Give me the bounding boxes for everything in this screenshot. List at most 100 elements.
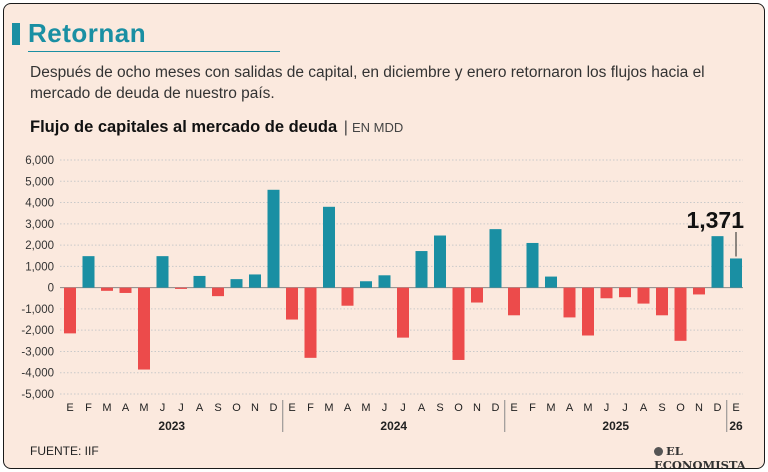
logo-icon bbox=[654, 447, 663, 456]
bar bbox=[415, 251, 428, 288]
bar bbox=[619, 287, 631, 298]
bar bbox=[286, 287, 298, 320]
bar bbox=[175, 287, 187, 289]
bar bbox=[212, 287, 224, 297]
x-tick-label: E bbox=[288, 402, 295, 414]
x-tick-label: D bbox=[270, 402, 278, 414]
page-title: Retornan bbox=[28, 18, 147, 48]
y-tick-label: -2,000 bbox=[21, 325, 54, 337]
bar bbox=[193, 275, 206, 288]
bar bbox=[711, 236, 724, 288]
year-label: 2023 bbox=[158, 419, 185, 433]
bar bbox=[582, 287, 594, 336]
bar bbox=[656, 287, 668, 316]
logo-text: EL ECONOMISTA bbox=[654, 444, 746, 469]
x-tick-label: N bbox=[251, 402, 259, 414]
bar bbox=[378, 275, 391, 288]
bar bbox=[119, 287, 132, 293]
x-tick-label: E bbox=[732, 402, 739, 414]
y-tick-label: 6,000 bbox=[25, 155, 54, 167]
chart-unit-text: EN MDD bbox=[351, 120, 404, 135]
x-tick-label: M bbox=[102, 402, 111, 414]
x-tick-label: F bbox=[307, 402, 314, 414]
bar bbox=[563, 287, 576, 318]
x-tick-label: A bbox=[122, 402, 130, 414]
title-divider bbox=[28, 51, 280, 52]
chart-unit: | EN MDD bbox=[343, 119, 404, 136]
source-note: FUENTE: IIF bbox=[30, 444, 99, 458]
x-tick-label: A bbox=[640, 402, 648, 414]
x-tick-label: J bbox=[622, 402, 628, 414]
bar bbox=[267, 189, 280, 288]
y-tick-label: -4,000 bbox=[21, 368, 54, 380]
bar bbox=[637, 287, 650, 304]
y-tick-label: -5,000 bbox=[21, 389, 54, 401]
bar bbox=[304, 287, 317, 358]
bar bbox=[674, 287, 687, 341]
infographic-frame: Retornan Después de ocho meses con salid… bbox=[3, 3, 765, 469]
x-tick-label: N bbox=[695, 402, 703, 414]
title-accent-bar bbox=[12, 23, 20, 45]
x-tick-label: O bbox=[454, 402, 463, 414]
x-tick-label: M bbox=[583, 402, 592, 414]
bar bbox=[360, 281, 372, 288]
bar bbox=[341, 287, 354, 306]
y-tick-label: 1,000 bbox=[25, 261, 54, 273]
x-tick-label: A bbox=[196, 402, 204, 414]
x-tick-label: J bbox=[382, 402, 388, 414]
x-tick-label: E bbox=[510, 402, 517, 414]
bar bbox=[397, 287, 409, 338]
x-tick-label: J bbox=[604, 402, 610, 414]
bar bbox=[730, 258, 742, 288]
bar bbox=[489, 229, 502, 288]
x-tick-label: F bbox=[85, 402, 92, 414]
bar bbox=[471, 287, 483, 303]
y-tick-label: 5,000 bbox=[25, 176, 54, 188]
y-tick-label: -1,000 bbox=[21, 304, 54, 316]
bar bbox=[452, 287, 465, 360]
bar bbox=[434, 235, 446, 288]
bar bbox=[230, 279, 243, 288]
subtitle: Después de ocho meses con salidas de cap… bbox=[30, 64, 705, 102]
bar bbox=[693, 287, 705, 295]
chart-title: Flujo de capitales al mercado de deuda |… bbox=[30, 118, 403, 137]
x-tick-label: S bbox=[214, 402, 221, 414]
y-tick-label: 3,000 bbox=[25, 219, 54, 231]
x-tick-label: M bbox=[546, 402, 555, 414]
year-label: 2025 bbox=[602, 419, 629, 433]
y-tick-label: 2,000 bbox=[25, 240, 54, 252]
x-tick-label: O bbox=[232, 402, 241, 414]
bar bbox=[156, 256, 169, 288]
x-tick-label: J bbox=[400, 402, 406, 414]
publisher-logo: EL ECONOMISTA bbox=[654, 444, 764, 469]
y-tick-label: 0 bbox=[48, 283, 54, 295]
x-tick-label: J bbox=[178, 402, 184, 414]
x-tick-label: A bbox=[566, 402, 574, 414]
x-tick-label: M bbox=[324, 402, 333, 414]
x-tick-label: A bbox=[418, 402, 426, 414]
x-tick-label: D bbox=[714, 402, 722, 414]
x-tick-label: O bbox=[676, 402, 685, 414]
x-tick-label: F bbox=[529, 402, 536, 414]
bar bbox=[508, 287, 520, 316]
x-tick-label: M bbox=[361, 402, 370, 414]
bar bbox=[600, 287, 613, 299]
x-tick-label: S bbox=[658, 402, 665, 414]
x-tick-label: E bbox=[66, 402, 73, 414]
annotation-label: 1,371 bbox=[686, 207, 744, 233]
x-tick-label: N bbox=[473, 402, 481, 414]
x-tick-label: D bbox=[492, 402, 500, 414]
bar bbox=[101, 287, 113, 291]
x-tick-label: A bbox=[344, 402, 352, 414]
bar bbox=[545, 276, 557, 288]
x-tick-label: J bbox=[160, 402, 166, 414]
y-tick-label: -3,000 bbox=[21, 346, 54, 358]
year-label: 2024 bbox=[380, 419, 407, 433]
chart-title-text: Flujo de capitales al mercado de deuda bbox=[30, 118, 338, 136]
bar bbox=[249, 274, 261, 288]
bar bbox=[138, 287, 150, 370]
bar bbox=[323, 206, 335, 288]
bar bbox=[82, 256, 95, 288]
bar bbox=[526, 242, 539, 288]
